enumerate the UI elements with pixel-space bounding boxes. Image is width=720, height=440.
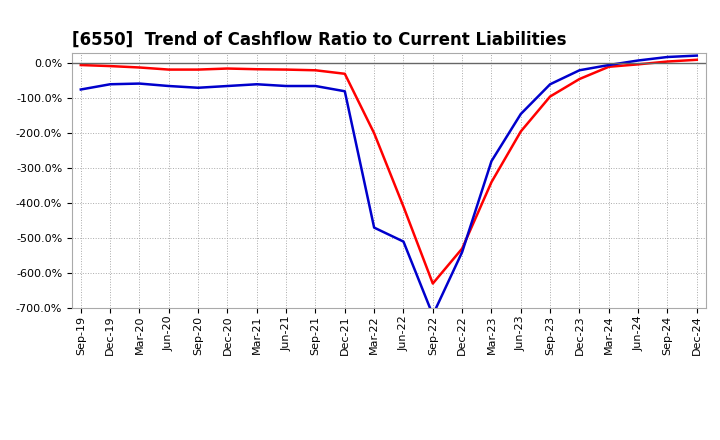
Free CF to Current Liabilities xyxy=(458,249,467,255)
Free CF to Current Liabilities xyxy=(282,83,290,88)
Operating CF to Current Liabilities xyxy=(546,94,554,99)
Free CF to Current Liabilities xyxy=(428,312,437,318)
Operating CF to Current Liabilities xyxy=(253,66,261,72)
Free CF to Current Liabilities xyxy=(194,85,202,90)
Operating CF to Current Liabilities xyxy=(341,71,349,77)
Free CF to Current Liabilities xyxy=(311,83,320,88)
Free CF to Current Liabilities xyxy=(605,62,613,68)
Operating CF to Current Liabilities xyxy=(458,246,467,251)
Free CF to Current Liabilities xyxy=(253,82,261,87)
Free CF to Current Liabilities xyxy=(693,53,701,58)
Free CF to Current Liabilities xyxy=(106,82,114,87)
Line: Operating CF to Current Liabilities: Operating CF to Current Liabilities xyxy=(81,60,697,283)
Free CF to Current Liabilities xyxy=(76,87,85,92)
Operating CF to Current Liabilities xyxy=(311,68,320,73)
Operating CF to Current Liabilities xyxy=(693,57,701,62)
Line: Free CF to Current Liabilities: Free CF to Current Liabilities xyxy=(81,55,697,315)
Operating CF to Current Liabilities xyxy=(516,129,525,134)
Free CF to Current Liabilities xyxy=(487,158,496,164)
Operating CF to Current Liabilities xyxy=(135,65,144,70)
Free CF to Current Liabilities xyxy=(663,55,672,60)
Free CF to Current Liabilities xyxy=(575,68,584,73)
Operating CF to Current Liabilities xyxy=(487,180,496,185)
Free CF to Current Liabilities xyxy=(399,239,408,244)
Free CF to Current Liabilities xyxy=(135,81,144,86)
Free CF to Current Liabilities xyxy=(634,58,642,63)
Operating CF to Current Liabilities xyxy=(194,67,202,72)
Operating CF to Current Liabilities xyxy=(223,66,232,71)
Operating CF to Current Liabilities xyxy=(663,59,672,64)
Operating CF to Current Liabilities xyxy=(164,67,173,72)
Text: [6550]  Trend of Cashflow Ratio to Current Liabilities: [6550] Trend of Cashflow Ratio to Curren… xyxy=(72,30,567,48)
Operating CF to Current Liabilities xyxy=(575,77,584,82)
Operating CF to Current Liabilities xyxy=(634,62,642,67)
Operating CF to Current Liabilities xyxy=(370,131,379,136)
Free CF to Current Liabilities xyxy=(164,83,173,88)
Operating CF to Current Liabilities xyxy=(76,62,85,68)
Operating CF to Current Liabilities xyxy=(106,63,114,69)
Free CF to Current Liabilities xyxy=(516,111,525,117)
Operating CF to Current Liabilities xyxy=(399,204,408,209)
Free CF to Current Liabilities xyxy=(341,88,349,94)
Operating CF to Current Liabilities xyxy=(282,67,290,72)
Free CF to Current Liabilities xyxy=(370,225,379,230)
Free CF to Current Liabilities xyxy=(223,83,232,88)
Operating CF to Current Liabilities xyxy=(428,281,437,286)
Free CF to Current Liabilities xyxy=(546,82,554,87)
Operating CF to Current Liabilities xyxy=(605,64,613,70)
